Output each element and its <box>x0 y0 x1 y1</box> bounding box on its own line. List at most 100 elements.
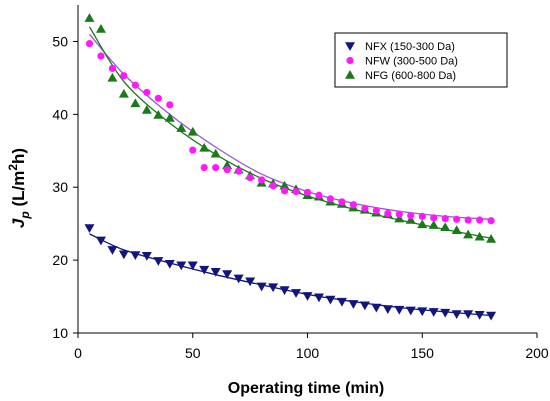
data-point-series-2 <box>463 229 474 239</box>
data-point-series-2 <box>222 160 233 170</box>
data-point-series-0 <box>348 300 359 309</box>
y-title-subscript: p <box>18 211 32 219</box>
data-point-series-0 <box>417 307 428 317</box>
data-point-series-0 <box>325 295 336 305</box>
data-point-series-2 <box>130 98 141 108</box>
data-point-series-2 <box>417 219 428 229</box>
data-point-series-1 <box>120 72 128 80</box>
data-point-series-1 <box>189 146 197 154</box>
y-tick-label: 40 <box>52 106 68 122</box>
data-point-series-1 <box>154 94 162 102</box>
data-point-series-1 <box>361 204 369 212</box>
y-tick-label: 20 <box>52 252 68 268</box>
data-point-series-0 <box>279 286 290 295</box>
data-point-series-0 <box>107 246 118 255</box>
data-point-series-2 <box>210 148 221 158</box>
data-point-series-1 <box>131 81 139 89</box>
data-point-series-0 <box>164 260 175 269</box>
data-point-series-0 <box>291 289 302 298</box>
data-point-series-1 <box>430 214 438 222</box>
y-tick-label: 50 <box>52 33 68 49</box>
data-point-series-1 <box>166 101 174 109</box>
data-point-series-2 <box>107 72 118 82</box>
data-point-series-1 <box>246 174 254 182</box>
y-title-superscript: 2 <box>6 164 20 171</box>
data-point-series-2 <box>118 88 129 98</box>
data-point-series-1 <box>200 163 208 172</box>
data-point-series-1 <box>223 166 231 174</box>
x-axis-title: Operating time (min) <box>228 380 384 397</box>
data-markers <box>84 13 497 321</box>
data-point-series-0 <box>313 293 324 303</box>
data-point-series-0 <box>405 306 416 316</box>
data-point-series-2 <box>451 225 462 234</box>
legend-label-2: NFG (600-800 Da) <box>365 70 456 82</box>
data-point-series-1 <box>395 210 403 218</box>
data-point-series-1 <box>418 212 426 220</box>
legend: NFX (150-300 Da) NFW (300-500 Da) NFG (600… <box>334 32 508 88</box>
x-tick-label: 0 <box>74 345 82 361</box>
y-title-symbol: J <box>9 218 28 228</box>
data-point-series-1 <box>108 64 117 73</box>
data-point-series-0 <box>210 268 221 277</box>
data-point-series-1 <box>303 188 312 196</box>
data-point-series-1 <box>212 163 220 172</box>
data-point-series-1 <box>487 217 495 225</box>
y-title-unit: (L/m <box>9 171 28 212</box>
data-point-series-1 <box>258 176 266 184</box>
data-point-series-0 <box>199 265 210 275</box>
legend-marker-1 <box>346 56 354 65</box>
data-point-series-2 <box>474 231 485 241</box>
data-point-series-2 <box>279 180 290 190</box>
data-point-series-0 <box>233 274 244 284</box>
y-tick-label: 10 <box>52 325 68 341</box>
data-point-series-2 <box>440 222 451 232</box>
legend-marker-0 <box>345 42 355 51</box>
legend-marker-2 <box>345 70 355 79</box>
data-point-series-2 <box>153 110 164 119</box>
data-point-series-2 <box>176 123 187 132</box>
x-tick-label: 150 <box>411 345 435 361</box>
legend-label-1: NFW (300-500 Da) <box>365 56 458 68</box>
data-point-series-0 <box>84 224 95 234</box>
data-point-series-1 <box>269 182 277 190</box>
data-point-series-0 <box>130 251 141 261</box>
data-point-series-0 <box>428 308 439 317</box>
data-point-series-0 <box>486 311 497 321</box>
data-point-series-0 <box>256 282 267 292</box>
data-point-series-0 <box>463 310 474 320</box>
axis-ticks: 0 50 100 150 200 10 20 30 40 50 <box>52 33 548 361</box>
data-point-series-1 <box>349 201 357 209</box>
data-point-series-1 <box>235 167 243 175</box>
data-point-series-0 <box>118 250 129 260</box>
data-point-series-1 <box>143 88 151 97</box>
data-point-series-1 <box>338 198 346 206</box>
data-point-series-1 <box>476 216 484 224</box>
data-point-series-0 <box>268 283 279 293</box>
data-point-series-0 <box>153 257 164 266</box>
data-point-series-1 <box>97 52 105 60</box>
y-tick-label: 30 <box>52 179 68 195</box>
data-point-series-0 <box>382 305 393 314</box>
data-point-series-1 <box>280 187 289 195</box>
data-point-series-2 <box>95 24 106 33</box>
data-point-series-2 <box>428 220 439 229</box>
data-point-series-2 <box>164 112 175 122</box>
data-point-series-2 <box>141 104 152 114</box>
data-point-series-1 <box>384 209 392 218</box>
data-point-series-1 <box>85 40 94 48</box>
data-point-series-0 <box>245 277 256 287</box>
x-tick-label: 200 <box>525 345 549 361</box>
data-point-series-0 <box>474 311 485 320</box>
data-point-series-1 <box>292 187 300 196</box>
data-point-series-2 <box>199 142 210 152</box>
fit-line-series-0 <box>89 233 492 317</box>
legend-box <box>334 32 508 88</box>
data-point-series-1 <box>453 215 461 223</box>
data-point-series-0 <box>176 261 187 271</box>
data-point-series-1 <box>464 216 472 224</box>
data-point-series-0 <box>394 305 405 315</box>
x-tick-label: 50 <box>185 345 201 361</box>
data-point-series-0 <box>302 292 313 301</box>
